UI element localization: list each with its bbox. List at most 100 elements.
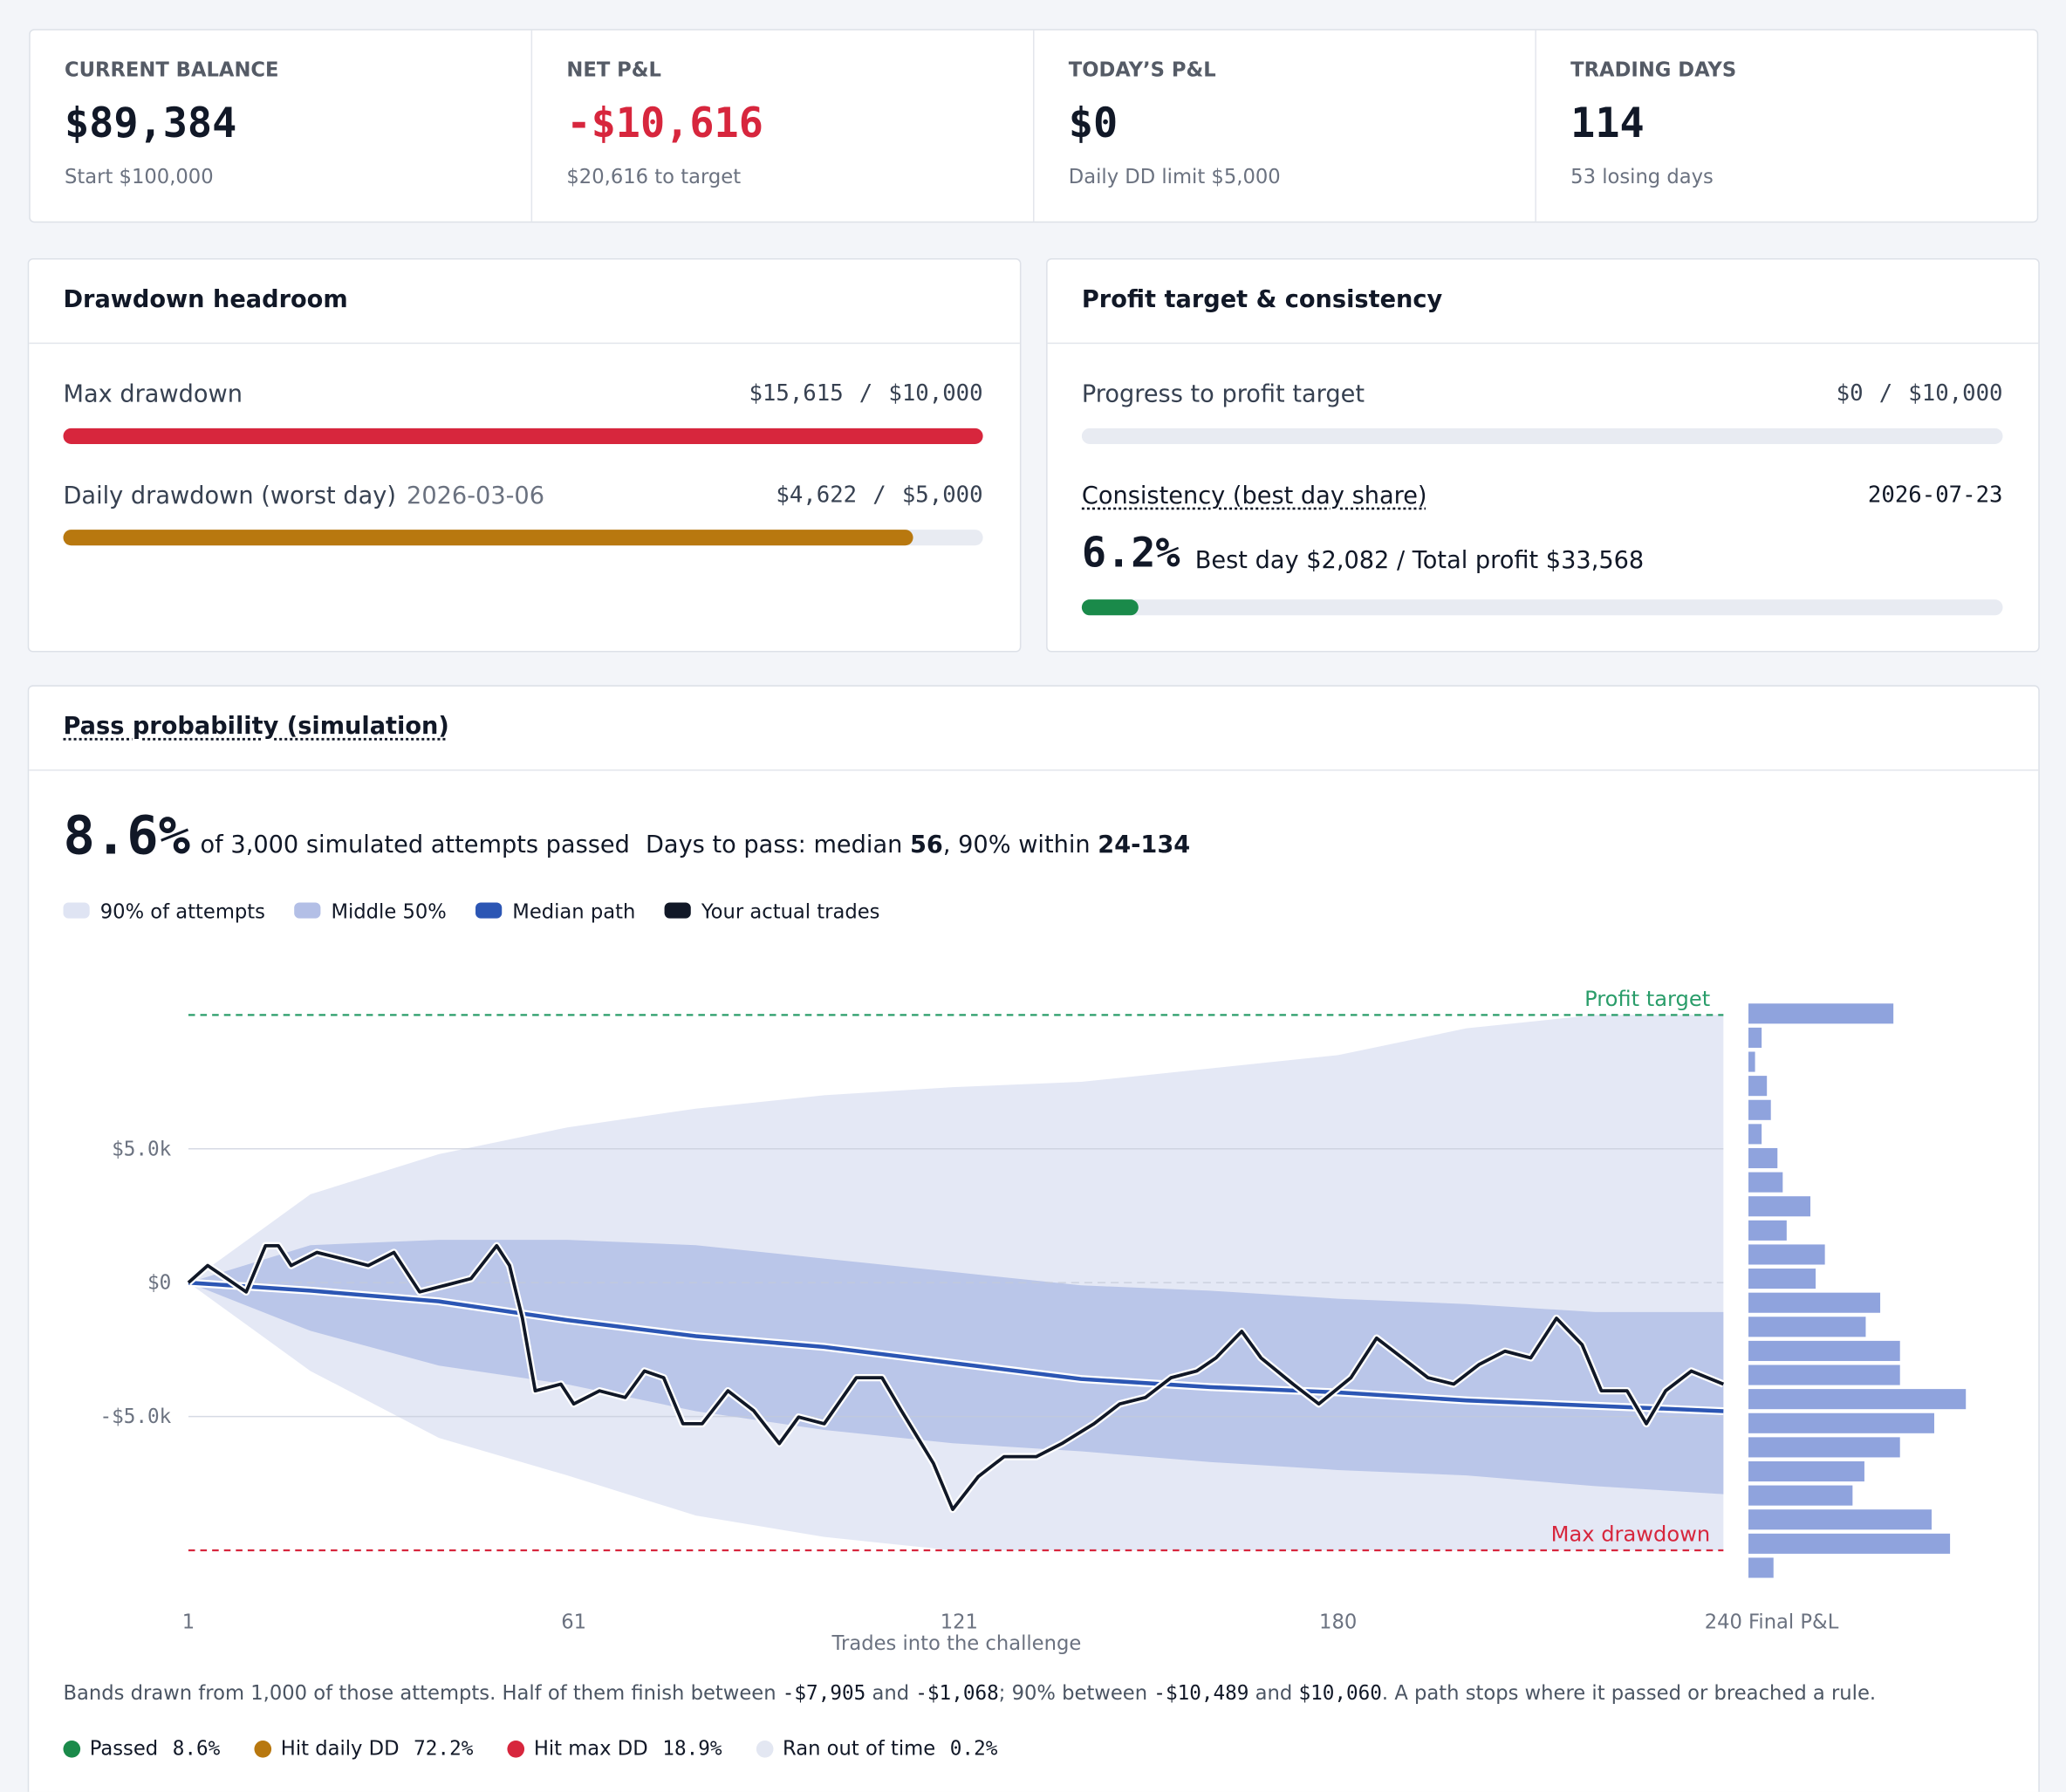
stat-value: $89,384 [64,99,237,148]
stat-value: $0 [1068,99,1119,148]
consistency-label: Consistency (best day share) [1081,482,1427,510]
stat-label: NET P&L [566,58,661,82]
label: Daily drawdown (worst day) [63,482,396,510]
line [188,1280,1724,1413]
legend-swatch [664,902,691,919]
histogram-bar [1748,1365,1900,1385]
histogram-bar [1748,1172,1783,1193]
x-axis-title: Trades into the challenge [831,1632,1082,1655]
pass-text: of 3,000 simulated attempts passed [200,831,630,859]
histogram-bar [1748,1124,1762,1145]
outcome-dot [507,1740,525,1757]
outcome-item: Hit daily DD 72.2% [254,1736,474,1761]
legend-label: Your actual trades [701,901,880,924]
outcome-dot [63,1740,81,1757]
histogram-bar [1748,1317,1866,1337]
used-value: $0 [1836,380,1864,407]
bar [1081,599,1139,616]
footnote-text: . A path stops where it passed or breach… [1381,1681,1877,1706]
reference-label: Max drawdown [1551,1522,1711,1546]
histogram-bar [1748,1460,1864,1482]
outcome-dot [254,1740,272,1757]
consistency-share: 6.2% [1081,530,1180,578]
footnote-text: and [1248,1681,1299,1706]
legend-swatch [294,902,321,919]
row-label: Progress to profit target [1081,380,1365,409]
legend-swatch [63,902,90,919]
outcome-label: Hit max DD [533,1736,648,1761]
days-text: , 90% within [942,831,1098,859]
divider [29,769,2039,771]
stat-divider [1535,30,1536,222]
stat-sub: $20,616 to target [566,164,742,188]
bar-track [1081,427,2003,444]
days-text: Days to pass: median [645,831,911,859]
days-value: 56 [910,831,943,859]
ratio: $0 / $10,000 [1837,380,2003,407]
footnote: Bands drawn from 1,000 of those attempts… [63,1681,1876,1705]
stat-sub: Start $100,000 [64,164,214,188]
footnote-value: -$1,068 [915,1681,999,1706]
days-value: 24-134 [1098,831,1191,859]
limit-value: $10,000 [1908,380,2003,407]
stat-label: CURRENT BALANCE [64,58,279,82]
histogram-bar [1748,1196,1811,1217]
legend-label: Median path [512,901,635,924]
date: 2026-03-06 [407,482,545,510]
y-tick-label: $0 [147,1272,171,1295]
histogram-bar [1748,1027,1762,1048]
outcome-value: 18.9% [662,1736,722,1761]
histogram-bar [1748,1509,1932,1530]
separator: / [859,380,873,407]
divider [1047,342,2039,345]
histogram-bar [1748,1220,1787,1241]
y-tick-label: -$5.0k [100,1406,172,1428]
legend-swatch [475,902,503,919]
line [187,1243,1725,1511]
stat-sub: 53 losing days [1570,164,1714,188]
histogram-bar [1748,1340,1900,1361]
outcome-value: 72.2% [414,1736,474,1761]
outcome-label: Ran out of time [782,1736,936,1761]
outcome-value: 0.2% [949,1736,998,1761]
stat-value: -$10,616 [566,99,763,148]
histogram-bar [1748,1244,1825,1265]
consistency-date: 2026-07-23 [1867,482,2003,509]
row-label: Max drawdown [63,380,243,408]
outcome-label: Passed [89,1736,159,1761]
used-value: $15,615 [749,380,844,407]
ratio: $15,615 / $10,000 [749,380,982,407]
histogram-bar [1748,1003,1894,1024]
histogram-bar [1748,1099,1771,1120]
card-title: Profit target & consistency [1081,285,1443,314]
days-to-pass: Days to pass: median 56, 90% within 24-1… [646,831,1190,859]
divider [29,342,1020,345]
consistency-detail: Best day $2,082 / Total profit $33,568 [1194,546,1645,575]
histogram-bar [1748,1147,1778,1169]
outcome-legend: Passed 8.6% Hit daily DD 72.2% Hit max DD 18.… [63,1736,998,1761]
histogram-bar [1748,1389,1967,1410]
footnote-value: $10,060 [1298,1681,1382,1706]
limit-value: $5,000 [901,482,983,509]
limit-value: $10,000 [888,380,983,407]
histogram-bar [1748,1485,1853,1506]
outcome-label: Hit daily DD [280,1736,400,1761]
stat-divider [1032,30,1035,222]
profit-card [1046,257,2040,653]
outcome-dot [756,1740,774,1757]
histogram-label: Final P&L [1748,1611,1839,1634]
bar [63,530,913,546]
x-tick-label: 121 [941,1611,978,1634]
stat-label: TODAY’S P&L [1068,58,1216,82]
histogram-bar [1748,1557,1774,1578]
label: Max drawdown [63,380,243,409]
ratio: $4,622 / $5,000 [776,482,982,509]
histogram-bar [1748,1269,1816,1289]
footnote-text: ; 90% between [998,1681,1154,1706]
outcome-value: 8.6% [172,1736,221,1761]
stat-label: TRADING DAYS [1570,58,1737,82]
separator: / [872,482,886,509]
x-tick-label: 180 [1319,1611,1357,1634]
legend-label: 90% of attempts [100,901,265,924]
used-value: $4,622 [776,482,858,509]
